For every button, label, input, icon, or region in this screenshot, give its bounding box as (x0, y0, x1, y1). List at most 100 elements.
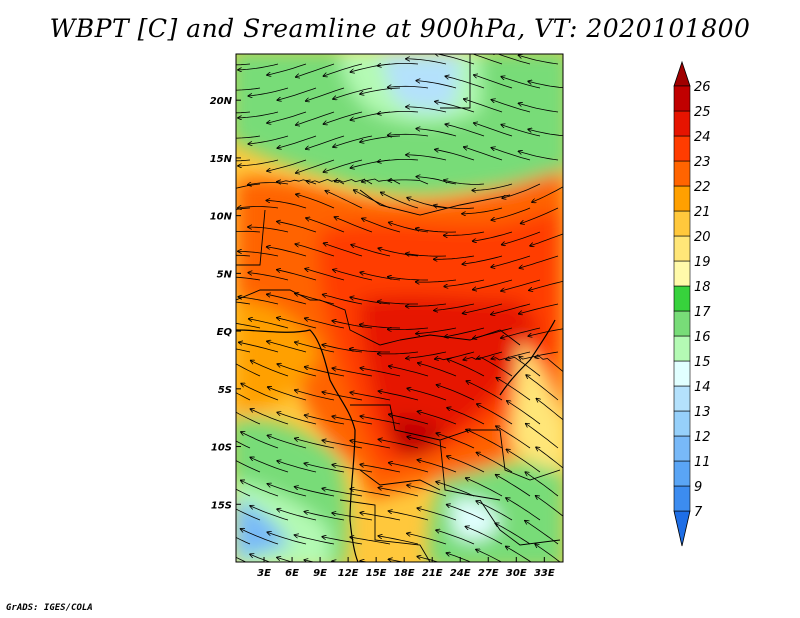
lon-tick-label: 18E (394, 568, 415, 579)
streamline (496, 475, 531, 497)
streamline (462, 207, 503, 214)
streamline (388, 86, 429, 88)
streamline (519, 151, 559, 161)
map-title: WBPT [C] and Sreamline at 900hPa, VT: 20… (49, 14, 751, 43)
streamline (236, 411, 261, 425)
streamline (496, 378, 531, 401)
streamline (350, 537, 391, 545)
streamline (251, 361, 289, 377)
streamline (528, 81, 563, 89)
streamline (406, 303, 447, 306)
lon-tick-label: 3E (257, 568, 271, 579)
streamline (378, 64, 419, 66)
streamline (418, 363, 457, 377)
colorbar-swatch (673, 460, 691, 487)
streamline (416, 280, 457, 282)
streamline (236, 508, 261, 521)
streamline (502, 231, 541, 245)
lon-tick-label: 24E (450, 568, 471, 579)
streamline (295, 244, 335, 257)
lon-tick-label: 33E (534, 568, 555, 579)
streamline (416, 229, 457, 233)
streamline (306, 218, 345, 233)
streamline (445, 76, 485, 89)
streamline (296, 159, 335, 173)
colorbar-swatch (673, 210, 691, 237)
streamline (267, 111, 307, 123)
streamline (277, 87, 317, 100)
colorbar-top-arrow (673, 60, 691, 87)
streamline (267, 247, 307, 257)
streamline (526, 375, 559, 401)
streamline (241, 384, 279, 401)
streamline (519, 103, 559, 113)
colorbar-label: 17 (694, 305, 711, 320)
streamline (474, 123, 513, 137)
streamline (378, 301, 418, 305)
streamline (334, 217, 373, 233)
streamline (381, 192, 419, 209)
streamline (530, 233, 563, 246)
streamline (360, 465, 401, 473)
streamline (388, 277, 428, 281)
lat-tick-label: 10S (211, 443, 232, 454)
streamline (464, 54, 503, 65)
colorbar-swatch (673, 410, 691, 437)
streamline (506, 498, 541, 521)
colorbar-label: 7 (694, 505, 703, 520)
streamline (473, 279, 513, 290)
streamline (267, 63, 307, 75)
streamline (406, 254, 447, 257)
streamline (435, 351, 475, 360)
streamline (236, 254, 251, 257)
streamline (277, 318, 317, 329)
streamline (238, 159, 279, 166)
streamline (236, 230, 261, 233)
streamline (506, 547, 532, 562)
streamline (434, 255, 475, 259)
streamline (434, 303, 475, 311)
streamline (406, 351, 447, 358)
streamline (491, 54, 531, 65)
streamline (463, 351, 503, 360)
streamline (388, 328, 429, 330)
streamline (406, 107, 447, 113)
lat-tick-label: 15S (211, 500, 232, 511)
streamline (267, 159, 307, 171)
colorbar-swatch (673, 85, 691, 112)
streamline (332, 513, 373, 521)
streamline (236, 392, 251, 401)
streamline (350, 297, 391, 305)
streamline (236, 440, 251, 449)
colorbar-label: 19 (694, 255, 711, 270)
streamline (322, 392, 363, 401)
colorbar-label: 11 (694, 455, 711, 470)
streamline (501, 327, 541, 338)
streamline (236, 183, 261, 189)
streamline (295, 535, 335, 545)
streamline (236, 348, 251, 353)
streamline (389, 559, 405, 562)
colorbar-label: 9 (694, 480, 702, 495)
streamline (519, 55, 559, 65)
streamline (333, 87, 373, 99)
streamline (350, 489, 391, 497)
streamline (250, 506, 289, 521)
streamline (238, 297, 279, 305)
streamline (529, 280, 563, 290)
streamline (248, 87, 289, 96)
streamline (350, 392, 391, 401)
streamline (417, 508, 457, 521)
colorbar-swatch (673, 110, 691, 137)
streamline (477, 358, 513, 377)
streamline (445, 124, 485, 137)
streamline (447, 408, 485, 425)
streamline (295, 487, 335, 497)
streamline (388, 180, 429, 185)
colorbar-label: 25 (694, 105, 711, 120)
streamline (473, 231, 513, 241)
streamline (476, 550, 503, 562)
lat-tick-label: 20N (210, 96, 233, 107)
lon-tick-label: 15E (366, 568, 387, 579)
lon-tick-label: 27E (478, 568, 499, 579)
